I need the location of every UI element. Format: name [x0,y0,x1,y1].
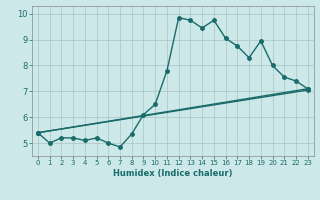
X-axis label: Humidex (Indice chaleur): Humidex (Indice chaleur) [113,169,233,178]
